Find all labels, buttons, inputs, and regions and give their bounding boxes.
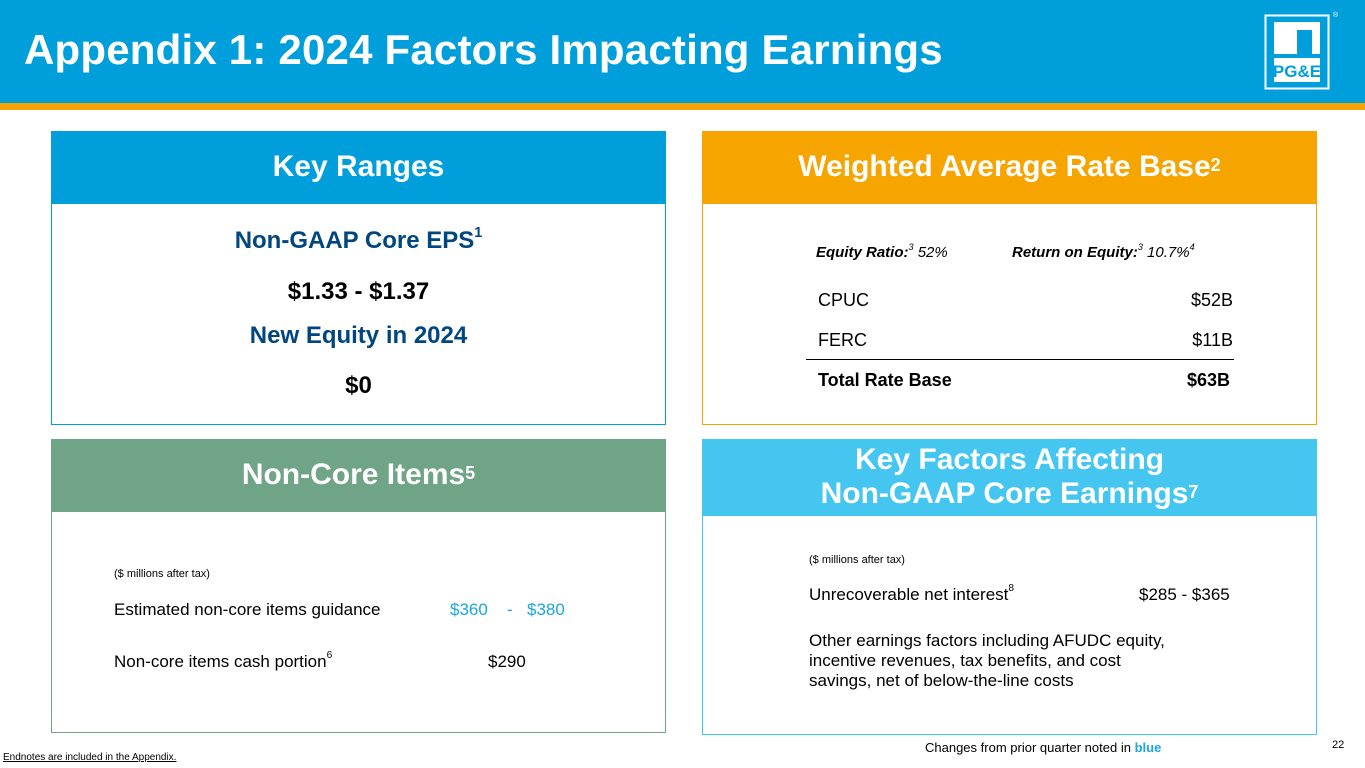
equity-ratio: Equity Ratio:3 52% [816, 242, 948, 261]
guidance-separator: - [507, 600, 513, 619]
guidance-label: Estimated non-core items guidance [114, 600, 381, 619]
new-equity-value: $0 [345, 372, 372, 399]
guidance-high: $380 [527, 600, 565, 619]
interest-value: $285 - $365 [1139, 585, 1230, 604]
row-label: Total Rate Base [818, 370, 952, 390]
guidance-low: $360 [450, 600, 488, 619]
row-value: $11B [1192, 330, 1233, 350]
cash-portion-value: $290 [488, 652, 526, 671]
title-bar: Appendix 1: 2024 Factors Impacting Earni… [0, 0, 1365, 103]
page-number: 22 [1332, 739, 1345, 751]
key-factors-panel: Key Factors Affecting Non-GAAP Core Earn… [702, 439, 1317, 735]
endnotes-link[interactable]: Endnotes are included in the Appendix. [3, 752, 177, 763]
registered-mark: ® [1333, 12, 1339, 19]
changes-note: Changes from prior quarter noted in blue [925, 740, 1162, 755]
non-core-title: Non-Core Items [241, 458, 466, 491]
key-factors-title-line2: Non-GAAP Core Earnings7 [820, 477, 1199, 510]
units-note: ($ millions after tax) [809, 554, 905, 566]
units-note: ($ millions after tax) [114, 568, 210, 580]
row-label: FERC [818, 330, 867, 350]
key-ranges-title: Key Ranges [272, 150, 445, 183]
rate-base-header: Weighted Average Rate Base2 [703, 132, 1316, 204]
rate-base-panel: Weighted Average Rate Base2 Equity Ratio… [702, 131, 1317, 425]
footnote-ref: 5 [465, 463, 476, 483]
logo-text: PG&E [1273, 62, 1321, 81]
eps-value: $1.33 - $1.37 [287, 278, 430, 305]
pge-logo: PG&E [1264, 14, 1330, 90]
new-equity-label: New Equity in 2024 [249, 322, 468, 349]
row-label: CPUC [818, 290, 870, 310]
key-ranges-header: Key Ranges [52, 132, 665, 204]
key-factors-title-line1: Key Factors Affecting [855, 443, 1164, 476]
header-accent-stripe [0, 103, 1365, 110]
interest-label: Unrecoverable net interest8 [809, 583, 1015, 604]
non-core-panel: Non-Core Items5 ($ millions after tax) E… [51, 439, 666, 733]
key-factors-header: Key Factors Affecting Non-GAAP Core Earn… [703, 440, 1316, 516]
non-core-header: Non-Core Items5 [52, 440, 665, 512]
row-value: $52B [1190, 290, 1233, 310]
footnote-ref: 1 [474, 225, 483, 241]
cash-portion-label: Non-core items cash portion6 [114, 650, 333, 671]
return-on-equity: Return on Equity:3 10.7%4 [1012, 242, 1195, 261]
key-ranges-panel: Key Ranges Non-GAAP Core EPS1 $1.33 - $1… [51, 131, 666, 425]
rate-base-title: Weighted Average Rate Base [798, 150, 1211, 183]
page-title: Appendix 1: 2024 Factors Impacting Earni… [24, 26, 943, 73]
eps-label: Non-GAAP Core EPS1 [234, 225, 483, 254]
footnote-ref: 2 [1210, 155, 1221, 175]
other-factors-text: Other earnings factors including AFUDC e… [809, 631, 1165, 690]
row-value: $63B [1186, 370, 1230, 390]
total-divider [806, 359, 1234, 360]
